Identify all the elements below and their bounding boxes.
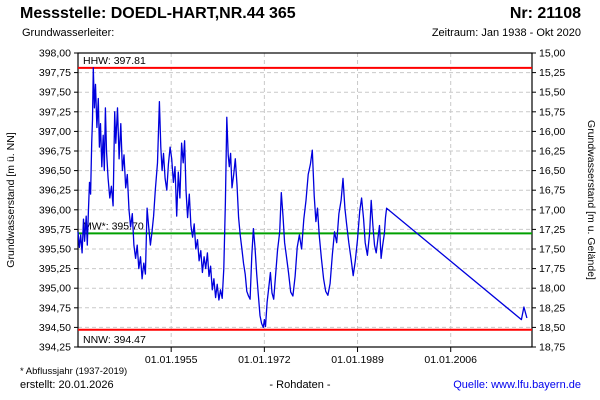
y-tick-label-right: 18,00	[539, 283, 565, 295]
axis-ticks-and-labels: 398,00 15,00 397,75 15,25 397,50 15,50 397,25 1…	[39, 48, 566, 367]
y-tick-label-right: 18,50	[539, 322, 565, 334]
y-tick-label-right: 17,25	[539, 224, 565, 236]
aquifer-label: Grundwasserleiter:	[22, 27, 115, 39]
y-tick-label-right: 15,00	[539, 48, 565, 60]
y-tick-label-left: 397,75	[39, 67, 71, 79]
y-tick-label-left: 394,25	[39, 342, 71, 354]
station-number: Nr: 21108	[509, 5, 581, 22]
source-link[interactable]: Quelle: www.lfu.bayern.de	[453, 379, 581, 391]
y-tick-label-left: 395,00	[39, 283, 71, 295]
y-tick-label-left: 395,25	[39, 263, 71, 275]
hhw-label: HHW: 397.81	[83, 55, 146, 67]
y-tick-label-left: 397,25	[39, 106, 71, 118]
y-tick-label-left: 394,75	[39, 302, 71, 314]
plot-border	[77, 52, 533, 348]
y-tick-label-left: 396,75	[39, 146, 71, 158]
y-tick-label-left: 398,00	[39, 48, 71, 60]
y-tick-label-right: 17,00	[539, 204, 565, 216]
y-tick-label-right: 16,00	[539, 126, 565, 138]
y-tick-label-right: 15,50	[539, 87, 565, 99]
x-tick-label: 01.01.1989	[331, 354, 384, 366]
x-tick-label: 01.01.2006	[424, 354, 477, 366]
mw-label: MW*: 395.70	[83, 220, 144, 232]
y-tick-label-right: 15,25	[539, 67, 565, 79]
y-tick-label-left: 395,75	[39, 224, 71, 236]
y-axis-label-left: Grundwasserstand [m ü. NN]	[5, 132, 17, 267]
series-line	[77, 67, 528, 329]
footer-rohdaten-label: - Rohdaten -	[269, 379, 331, 391]
y-tick-label-right: 18,75	[539, 342, 565, 354]
x-tick-label: 01.01.1972	[238, 354, 291, 366]
y-tick-label-right: 16,75	[539, 185, 565, 197]
y-tick-label-left: 394,50	[39, 322, 71, 334]
period-label: Zeitraum: Jan 1938 - Okt 2020	[431, 27, 581, 39]
y-tick-label-left: 396,50	[39, 165, 71, 177]
footer: erstellt: 20.01.2026 Quelle: www.lfu.bay…	[20, 379, 581, 391]
y-tick-label-right: 16,50	[539, 165, 565, 177]
y-tick-label-right: 17,75	[539, 263, 565, 275]
y-tick-label-right: 18,25	[539, 302, 565, 314]
reference-lines: HHW: 397.81 MW*: 395.70 NNW: 394.47	[78, 55, 532, 346]
y-tick-label-left: 396,25	[39, 185, 71, 197]
y-tick-label-left: 397,50	[39, 87, 71, 99]
y-axis-label-right: Grundwasserstand [m u. Gelände]	[585, 120, 597, 280]
nnw-label: NNW: 394.47	[83, 334, 146, 346]
y-tick-label-left: 396,00	[39, 204, 71, 216]
y-tick-label-right: 16,25	[539, 146, 565, 158]
created-date-label: erstellt: 20.01.2026	[20, 379, 114, 391]
page-title: Messstelle: DOEDL-HART,NR.44 365	[20, 5, 296, 22]
header: Messstelle: DOEDL-HART,NR.44 365 Nr: 211…	[20, 5, 581, 23]
sub-header: Grundwasserleiter: Zeitraum: Jan 1938 - …	[22, 27, 581, 39]
data-series	[77, 67, 528, 329]
y-tick-label-left: 395,50	[39, 244, 71, 256]
x-tick-label: 01.01.1955	[145, 354, 198, 366]
y-tick-label-left: 397,00	[39, 126, 71, 138]
y-tick-label-right: 17,50	[539, 244, 565, 256]
plot-frame	[77, 52, 533, 348]
grid-lines	[78, 53, 532, 347]
footnote-abflussjahr: * Abflussjahr (1937-2019)	[20, 366, 128, 377]
y-tick-label-right: 15,75	[539, 106, 565, 118]
